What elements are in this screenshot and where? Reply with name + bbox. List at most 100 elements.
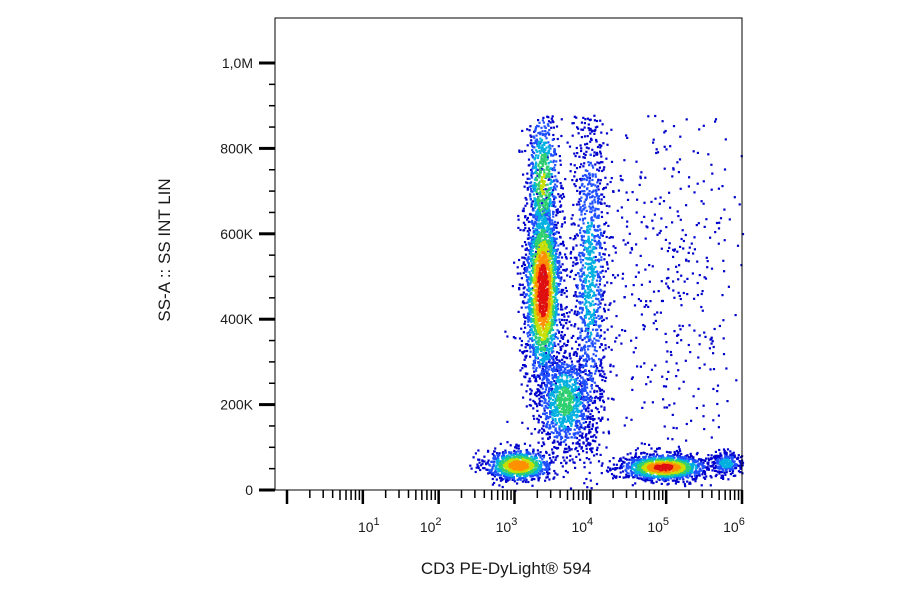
data-point [525,181,528,184]
data-point [532,145,535,149]
data-point [551,251,554,254]
data-point [556,362,559,365]
data-point [557,381,560,384]
data-point [599,364,602,367]
data-point [595,329,598,332]
data-point [583,203,586,206]
data-point [643,460,646,463]
data-point [671,221,674,224]
data-point [640,283,643,286]
data-point [551,249,554,252]
data-point [588,471,591,474]
data-point [583,190,586,193]
data-point [677,369,680,372]
data-point [548,343,551,346]
data-point [563,440,566,443]
data-point [607,397,610,400]
data-point [573,389,576,392]
data-point [626,475,629,478]
data-point [560,313,564,316]
data-point [582,279,585,283]
data-point [576,152,579,155]
data-point [586,391,589,394]
data-point [526,349,529,353]
data-point [537,131,540,135]
data-point [551,441,554,444]
data-point [586,176,589,179]
data-point [542,121,545,124]
data-point [530,292,533,296]
data-point [696,182,699,185]
data-point [548,353,551,356]
data-point [729,473,732,476]
data-point [667,287,671,290]
data-point [652,227,655,230]
data-point [541,369,544,372]
data-point [547,375,550,378]
data-point [630,248,634,251]
data-point [594,406,598,409]
data-point [640,478,644,481]
data-point [576,262,579,265]
data-point [721,471,724,474]
data-point [548,478,551,481]
data-point [538,142,542,145]
data-point [536,417,539,420]
data-point [625,416,628,419]
data-point [595,482,599,486]
data-point [548,386,551,389]
data-point [643,215,646,218]
data-point [560,369,563,372]
data-point [522,271,525,274]
data-point [561,308,564,311]
data-point [665,341,668,344]
data-point [673,330,676,333]
data-point [542,352,545,355]
data-point [527,255,530,258]
data-point [529,249,532,252]
data-point [570,417,573,420]
data-point [585,477,588,481]
data-point [587,410,590,413]
data-point [691,478,694,481]
data-point [588,294,591,297]
data-point [553,223,556,226]
data-point [534,393,537,396]
data-point [572,369,575,372]
data-point [672,167,675,170]
data-point [546,373,549,376]
data-point [553,198,556,201]
data-point [581,390,584,393]
data-point [523,185,526,188]
data-point [693,329,696,332]
data-point [525,478,528,481]
data-point [684,485,687,488]
data-point [579,374,582,377]
data-point [653,313,656,316]
data-point [595,339,598,342]
data-point [545,384,548,387]
data-point [583,248,586,251]
data-point [524,480,527,484]
data-point [543,401,546,404]
data-point [595,194,598,197]
data-point [561,363,564,366]
data-point [553,360,556,363]
data-point [576,234,579,237]
data-point [565,268,568,271]
data-point [559,243,562,246]
data-point [548,236,552,240]
data-point [544,374,547,377]
data-point [561,374,564,377]
data-point [634,464,638,467]
data-point [673,402,676,405]
data-point [560,425,563,428]
data-point [599,418,602,421]
data-point [590,130,593,133]
data-point [545,363,548,366]
data-point [581,426,585,430]
data-point [552,355,556,358]
data-point [583,466,586,469]
data-point [600,131,603,134]
